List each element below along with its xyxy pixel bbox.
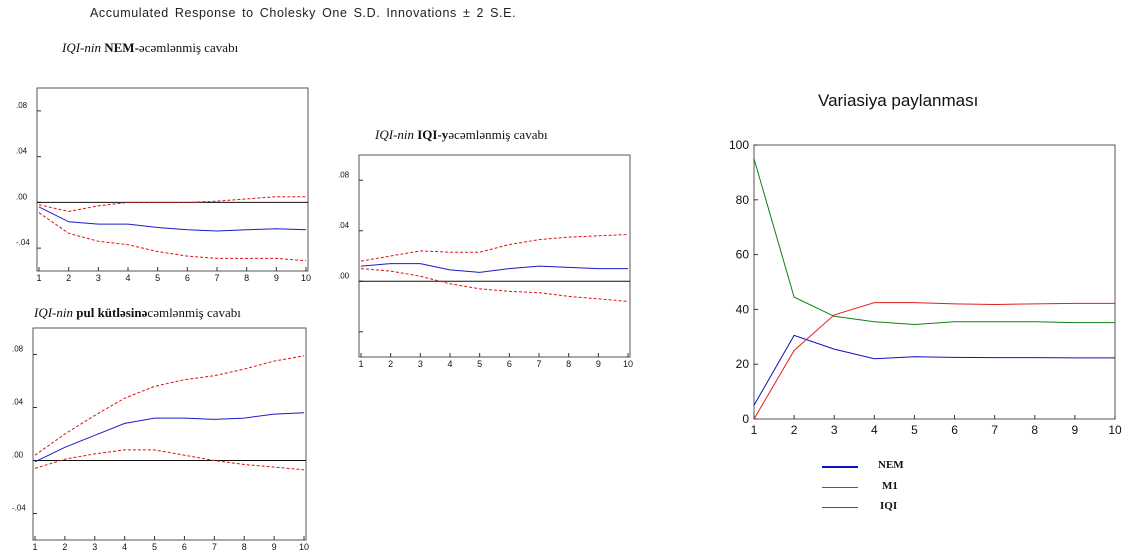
panel-4-xtick-label: 5 [911, 423, 918, 437]
panel-1-title-post: əcəmlənmiş cavabı [138, 40, 239, 55]
panel-2-xtick-label: 6 [507, 359, 512, 369]
panel-2-title-bold: IQI-y [417, 127, 449, 142]
variance-title: Variasiya paylanması [818, 91, 979, 110]
panel-3-xtick-label: 1 [32, 542, 37, 552]
panel-1-xtick-label: 3 [96, 273, 101, 283]
panel-1-title-pre: IQI-nin [62, 40, 105, 55]
panel-2-ytick-label: .04 [338, 221, 350, 230]
panel-3-ytick-label: .00 [12, 451, 24, 460]
panel-1-xtick-label: 1 [36, 273, 41, 283]
panel-4-xtick-label: 7 [991, 423, 998, 437]
legend-item-nem: NEM [812, 457, 912, 477]
panel-3-xtick-label: 5 [152, 542, 157, 552]
panel-2-ytick-label: .08 [338, 170, 350, 179]
legend-swatch-m1 [822, 487, 858, 488]
panel-2-ytick-label: .00 [338, 271, 350, 280]
panel-4-ytick-label: 60 [736, 248, 750, 262]
panel-3-ytick-label: .08 [12, 345, 24, 354]
legend: NEM M1 IQI [812, 455, 912, 521]
legend-label-iqi: IQI [880, 500, 898, 512]
legend-item-m1: M1 [812, 478, 912, 498]
panel-2-title: IQI-nin IQI-yəcəmlənmiş cavabı [375, 127, 548, 143]
panel-4-ytick-label: 0 [742, 412, 749, 426]
panel-4-ytick-label: 20 [736, 357, 750, 371]
panel-1-ytick-label: .04 [16, 147, 28, 156]
panel-1-xtick-label: 4 [125, 273, 130, 283]
legend-label-m1: M1 [882, 480, 898, 492]
panel-3-band-upper [34, 355, 305, 456]
legend-item-iqi: IQI [812, 498, 912, 518]
panel-1-title-bold: NEM- [104, 40, 139, 55]
panel-3-xtick-label: 9 [272, 542, 277, 552]
panel-2-xtick-label: 10 [623, 359, 633, 369]
panel-1-response-line [38, 206, 307, 232]
panel-1-ytick-label: .00 [16, 192, 28, 201]
panel-3-ytick-label: .04 [12, 398, 24, 407]
panel-4-xtick-label: 3 [831, 423, 838, 437]
panel-4-xtick-label: 6 [951, 423, 958, 437]
panel-3-xtick-label: 4 [122, 542, 127, 552]
panel-3-xtick-label: 3 [92, 542, 97, 552]
panel-1-xtick-label: 6 [185, 273, 190, 283]
panel-3-response-line [34, 412, 305, 463]
panel-4-xtick-label: 9 [1072, 423, 1079, 437]
panel-4-ytick-label: 40 [736, 302, 750, 316]
panel-1-band-lower [38, 212, 307, 262]
panel-2-response-line [360, 263, 628, 273]
panel-4-xtick-label: 10 [1108, 423, 1122, 437]
panel-4-ytick-label: 100 [729, 138, 749, 152]
panel-1-xtick-label: 10 [301, 273, 311, 283]
panel-1-band-upper [38, 196, 306, 213]
panel-3-title: IQI-nin pul kütləsinəcəmlənmiş cavabı [34, 305, 241, 321]
panel-2-xtick-label: 5 [477, 359, 482, 369]
panel-1-frame [36, 87, 309, 272]
panel-1-xtick-label: 9 [274, 273, 279, 283]
panel-3-xtick-label: 8 [242, 542, 247, 552]
panel-2-xtick-label: 1 [358, 359, 363, 369]
panel-4-xtick-label: 2 [791, 423, 798, 437]
panel-2-xtick-label: 7 [536, 359, 541, 369]
variance-series-m1 [753, 302, 1115, 420]
panel-1-xtick-label: 8 [244, 273, 249, 283]
panel-4-frame [753, 144, 1116, 420]
panel-2-band-upper [360, 234, 629, 262]
panel-3-frame [32, 327, 307, 541]
variance-series-nem [753, 334, 1115, 406]
panel-2-title-pre: IQI-nin [375, 127, 418, 142]
panel-4-xtick-label: 4 [871, 423, 878, 437]
panel-3-xtick-label: 2 [62, 542, 67, 552]
panel-2-title-post: əcəmlənmiş cavabı [448, 127, 548, 142]
variance-series-iqi [753, 158, 1115, 326]
legend-swatch-iqi [822, 507, 858, 508]
panel-3-band-lower [34, 449, 305, 471]
panel-2-xtick-label: 2 [388, 359, 393, 369]
panel-3-xtick-label: 6 [182, 542, 187, 552]
panel-3-title-bold: pul kütləsinə [76, 305, 148, 320]
panel-2-frame [358, 154, 631, 358]
panel-1-title: IQI-nin NEM-əcəmlənmiş cavabı [62, 40, 238, 56]
panel-1-ytick-label: .08 [16, 101, 28, 110]
panel-2-xtick-label: 8 [566, 359, 571, 369]
panel-1-xtick-label: 7 [214, 273, 219, 283]
panel-4-xtick-label: 1 [751, 423, 758, 437]
panel-3-xtick-label: 7 [212, 542, 217, 552]
panel-1-xtick-label: 2 [66, 273, 71, 283]
panel-1-xtick-label: 5 [155, 273, 160, 283]
panel-2-band-lower [360, 268, 629, 302]
panel-4-xtick-label: 8 [1031, 423, 1038, 437]
legend-label-nem: NEM [878, 459, 904, 471]
panel-2-xtick-label: 3 [418, 359, 423, 369]
panel-3-title-pre: IQI-nin [34, 305, 77, 320]
panel-3-title-post: cəmlənmiş cavabı [147, 305, 241, 320]
main-title: Accumulated Response to Cholesky One S.D… [90, 6, 517, 20]
panel-4-ytick-label: 80 [736, 193, 750, 207]
panel-3-xtick-label: 10 [299, 542, 309, 552]
legend-swatch-nem [822, 466, 858, 468]
panel-2-xtick-label: 9 [596, 359, 601, 369]
panel-1-ytick-label: -.04 [16, 238, 30, 247]
panel-2-xtick-label: 4 [447, 359, 452, 369]
panel-3-ytick-label: -.04 [12, 504, 26, 513]
